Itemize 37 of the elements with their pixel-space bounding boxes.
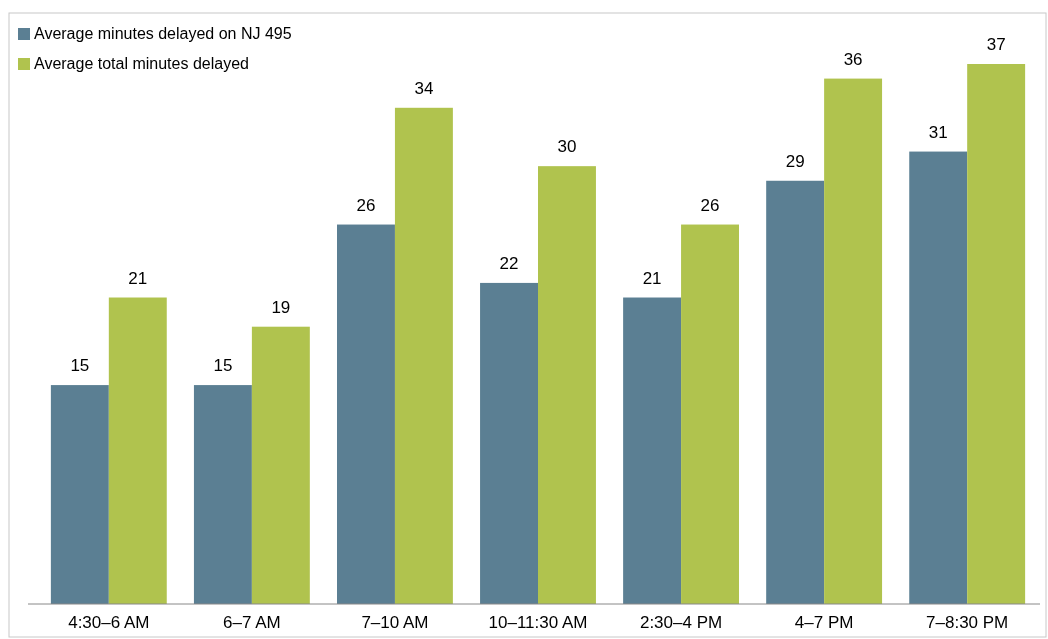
bar — [909, 151, 968, 604]
bar — [681, 224, 739, 604]
bar — [824, 78, 883, 604]
data-label: 21 — [128, 268, 148, 288]
data-label: 26 — [700, 195, 720, 215]
bar — [50, 385, 109, 604]
x-tick-label: 10–11:30 AM — [488, 613, 588, 632]
data-label: 15 — [213, 356, 233, 376]
data-label: 15 — [70, 356, 90, 376]
legend-label: Average total minutes delayed — [34, 55, 249, 72]
x-tick-label: 7–8:30 PM — [926, 613, 1009, 632]
data-label: 31 — [928, 122, 948, 142]
bar — [623, 297, 682, 604]
bar — [967, 64, 1026, 604]
data-label: 21 — [642, 268, 662, 288]
data-label: 30 — [557, 137, 577, 157]
data-label: 36 — [843, 49, 863, 69]
bar — [538, 166, 596, 604]
data-label: 37 — [986, 35, 1006, 54]
x-tick-label: 7–10 AM — [361, 613, 429, 632]
bar — [251, 326, 310, 604]
data-label: 34 — [414, 78, 434, 98]
bar — [480, 282, 538, 604]
x-tick-label: 4:30–6 AM — [68, 613, 150, 632]
legend-label: Average minutes delayed on NJ 495 — [34, 25, 292, 42]
data-label: 22 — [499, 253, 519, 273]
bar — [108, 297, 167, 604]
data-label: 29 — [785, 151, 805, 171]
x-tick-label: 2:30–4 PM — [639, 613, 723, 632]
x-tick-label: 6–7 AM — [223, 613, 281, 632]
data-label: 26 — [356, 195, 376, 215]
bar — [766, 180, 825, 604]
bar — [193, 385, 252, 604]
x-tick-label: 4–7 PM — [794, 613, 854, 632]
bar — [394, 107, 453, 604]
bar — [337, 224, 395, 604]
data-label: 19 — [271, 297, 291, 317]
